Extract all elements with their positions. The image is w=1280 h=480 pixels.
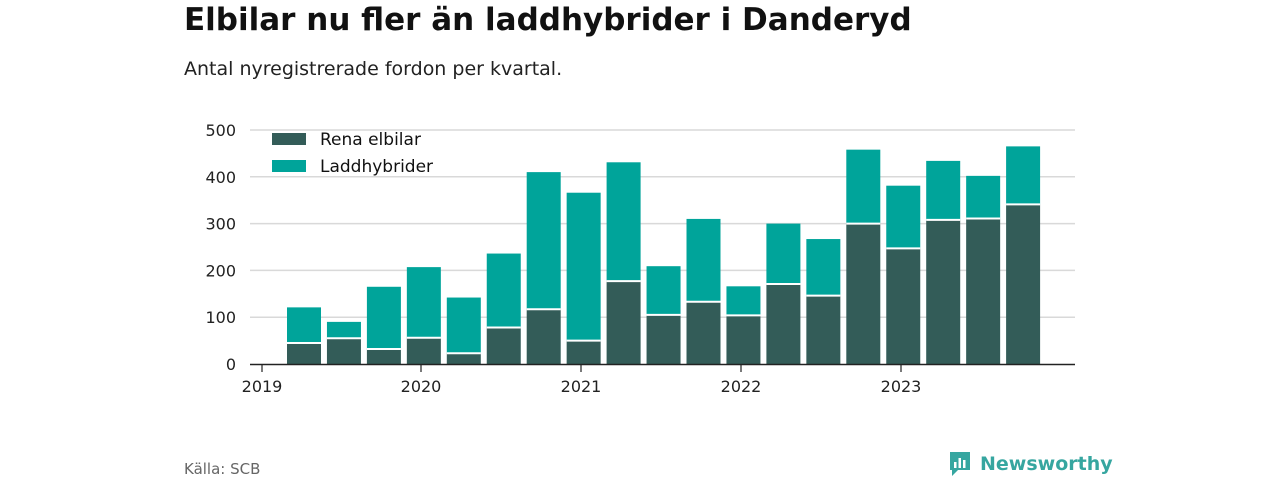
bar-laddhybrider [806, 239, 841, 296]
bar-laddhybrider [287, 307, 321, 343]
bar-rena-elbilar [566, 340, 601, 364]
bar-rena-elbilar [646, 314, 681, 364]
x-tick-label: 2021 [561, 377, 602, 396]
x-axis: 2019 2020 2021 2022 2023 [242, 363, 1075, 396]
newsworthy-logo-icon [950, 452, 970, 476]
y-tick-label: 400 [205, 168, 236, 187]
y-tick-label: 500 [205, 121, 236, 140]
bar-rena-elbilar [1006, 204, 1041, 364]
bar-rena-elbilar [526, 309, 561, 364]
bar-laddhybrider [606, 162, 641, 282]
bar-rena-elbilar [326, 338, 361, 364]
x-tick-label: 2023 [881, 377, 922, 396]
chart-title: Elbilar nu fler än laddhybrider i Dander… [184, 2, 912, 38]
bar-rena-elbilar [846, 223, 881, 364]
bar-rena-elbilar [766, 283, 801, 364]
bar-rena-elbilar [966, 218, 1001, 364]
bar-laddhybrider [686, 218, 721, 302]
bar-laddhybrider [406, 267, 441, 338]
bar-laddhybrider [486, 253, 521, 328]
bar-rena-elbilar [366, 349, 401, 364]
bar-laddhybrider [766, 223, 801, 284]
bar-laddhybrider [526, 172, 561, 310]
bar-rena-elbilar [486, 327, 521, 364]
y-tick-label: 300 [205, 215, 236, 234]
bar-laddhybrider [566, 192, 601, 341]
bar-laddhybrider [446, 297, 481, 354]
bar-rena-elbilar [287, 342, 321, 364]
legend: Rena elbilar Laddhybrider [272, 130, 433, 177]
bar-rena-elbilar [806, 295, 841, 364]
legend-swatch [272, 160, 306, 172]
bars [287, 146, 1041, 364]
source-note: Källa: SCB [184, 460, 261, 478]
bar-laddhybrider [646, 266, 681, 315]
bar-rena-elbilar [686, 301, 721, 364]
bar-rena-elbilar [446, 353, 481, 364]
y-tick-label: 200 [205, 261, 236, 280]
bar-rena-elbilar [606, 281, 641, 364]
x-tick-label: 2019 [242, 377, 283, 396]
chart-subtitle: Antal nyregistrerade fordon per kvartal. [184, 58, 563, 80]
legend-label: Rena elbilar [320, 130, 421, 150]
bar-laddhybrider [1006, 146, 1041, 205]
bar-laddhybrider [886, 185, 921, 249]
bar-rena-elbilar [886, 248, 921, 364]
x-tick-label: 2022 [721, 377, 762, 396]
brand-logo[interactable]: Newsworthy [948, 450, 1113, 478]
bar-laddhybrider [366, 286, 401, 350]
legend-label: Laddhybrider [320, 157, 433, 177]
y-tick-label: 100 [205, 308, 236, 327]
brand-name: Newsworthy [980, 453, 1113, 475]
bar-laddhybrider [726, 286, 761, 316]
bar-laddhybrider [966, 175, 1001, 219]
y-axis-ticks: 0 100 200 300 400 500 [205, 121, 236, 374]
bar-laddhybrider [326, 321, 361, 339]
bar-rena-elbilar [406, 337, 441, 364]
legend-swatch [272, 133, 306, 145]
bar-laddhybrider [926, 160, 961, 220]
x-tick-label: 2020 [401, 377, 442, 396]
y-tick-label: 0 [226, 355, 236, 374]
bar-rena-elbilar [726, 315, 761, 364]
bar-laddhybrider [846, 149, 881, 224]
bar-rena-elbilar [926, 219, 961, 364]
